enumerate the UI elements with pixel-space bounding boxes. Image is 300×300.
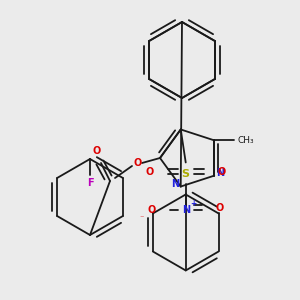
Text: N: N <box>216 168 224 178</box>
Text: O: O <box>146 167 154 178</box>
Text: N: N <box>171 178 179 188</box>
Text: O: O <box>216 203 224 214</box>
Text: CH₃: CH₃ <box>238 136 255 145</box>
Text: +: + <box>190 199 197 208</box>
Text: S: S <box>182 169 190 179</box>
Text: N: N <box>182 206 190 215</box>
Text: O: O <box>148 206 156 215</box>
Text: O: O <box>93 146 101 156</box>
Text: ⁻: ⁻ <box>140 213 144 222</box>
Text: O: O <box>134 158 142 168</box>
Text: F: F <box>87 178 93 188</box>
Text: O: O <box>218 167 226 178</box>
